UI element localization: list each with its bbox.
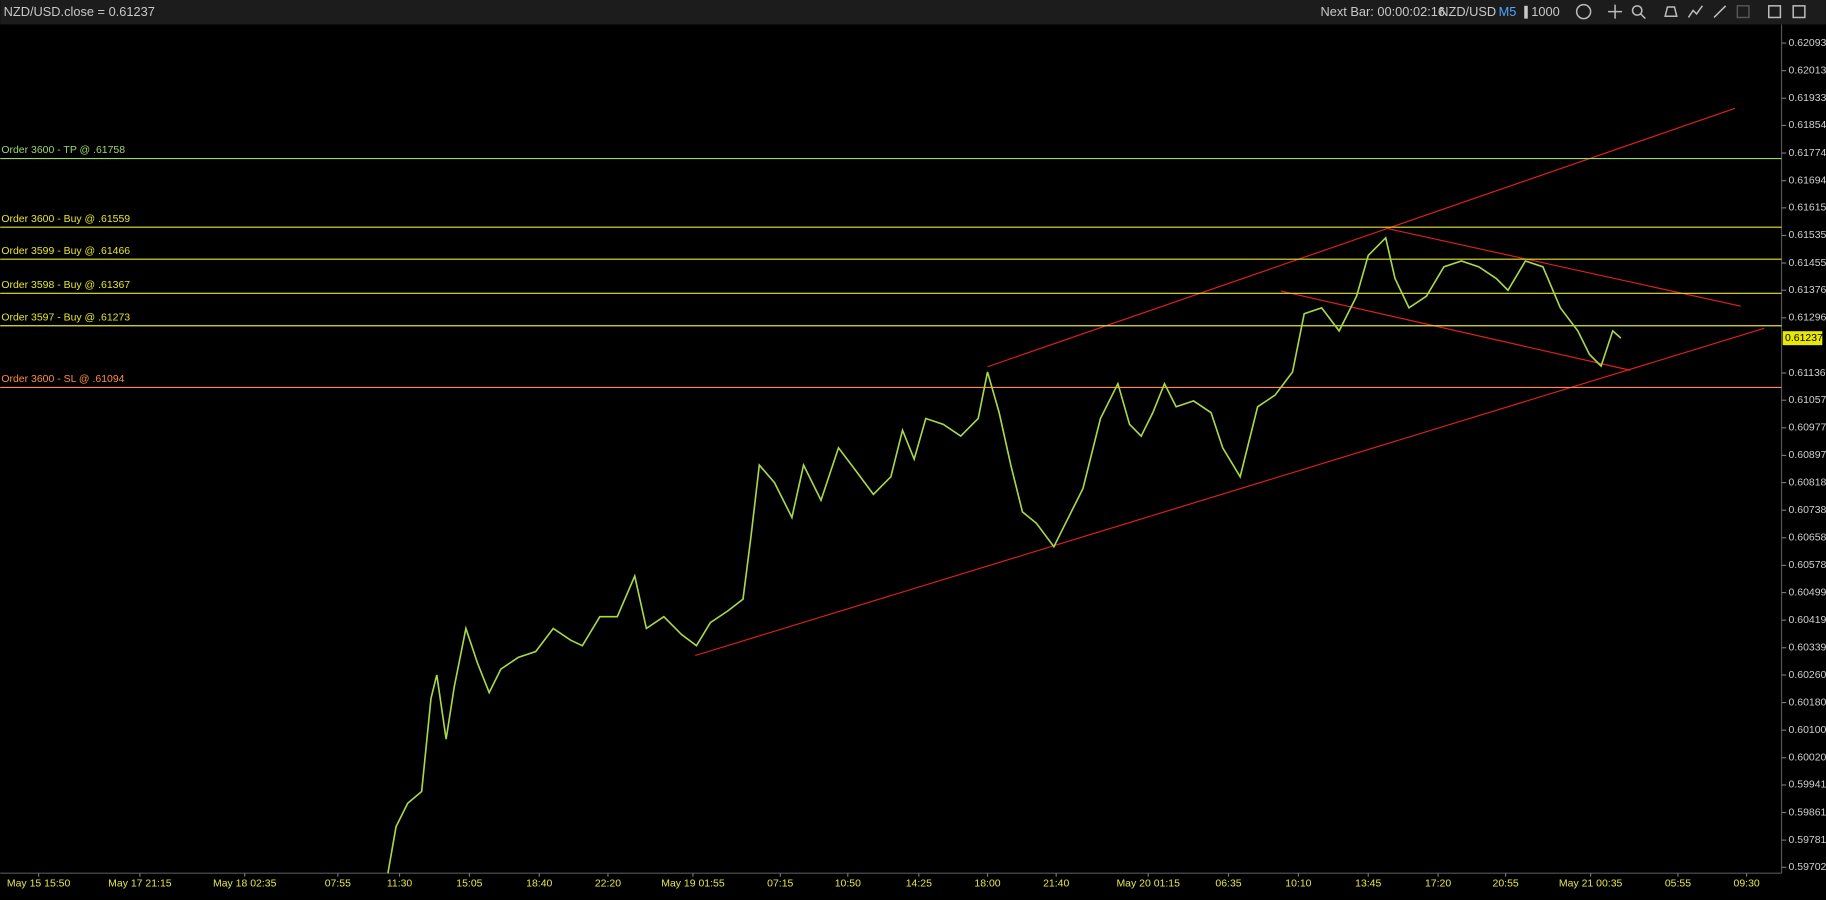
- x-tick-label: May 21 00:35: [1559, 878, 1623, 889]
- order-label: Order 3598 - Buy @ .61367: [1, 280, 130, 291]
- y-tick-label: 0.60419: [1789, 615, 1826, 626]
- y-tick-label: 0.59861: [1789, 807, 1826, 818]
- y-tick-label: 0.59941: [1789, 780, 1826, 791]
- x-tick-label: May 19 01:55: [661, 878, 725, 889]
- y-tick-label: 0.61535: [1789, 230, 1826, 241]
- wedge-lower: [1280, 290, 1631, 371]
- timeframe[interactable]: M5: [1499, 4, 1517, 19]
- y-tick-label: 0.60738: [1789, 505, 1826, 516]
- y-tick-label: 0.61296: [1789, 313, 1826, 324]
- order-label: Order 3597 - Buy @ .61273: [1, 312, 130, 323]
- y-tick-label: 0.61057: [1789, 395, 1826, 406]
- last-price-tag: [1782, 331, 1823, 346]
- x-tick-label: 05:55: [1665, 878, 1691, 889]
- x-tick-label: May 17 21:15: [108, 878, 172, 889]
- panel-icon[interactable]: [1768, 5, 1782, 19]
- next-bar: Next Bar: 00:00:02:16: [1321, 4, 1446, 19]
- toolbar-icons: [1575, 3, 1806, 20]
- y-tick-label: 0.62013: [1789, 65, 1826, 76]
- x-tick-label: 10:50: [835, 878, 861, 889]
- y-tick-label: 0.60499: [1789, 587, 1826, 598]
- chart-title: NZD/USD.close = 0.61237: [4, 4, 155, 19]
- y-tick-label: 0.60339: [1789, 643, 1826, 654]
- y-tick-label: 0.60180: [1789, 697, 1826, 708]
- last-price-label: 0.61237: [1785, 333, 1823, 344]
- y-tick-label: 0.60578: [1789, 560, 1826, 571]
- y-tick-label: 0.60977: [1789, 423, 1826, 434]
- channel-lower: [695, 327, 1765, 657]
- order-label: Order 3600 - Buy @ .61559: [1, 214, 130, 225]
- x-tick-label: May 20 01:15: [1116, 878, 1180, 889]
- order-label: Order 3600 - SL @ .61094: [1, 374, 124, 385]
- y-tick-label: 0.60260: [1789, 670, 1826, 681]
- disabled-icon: [1736, 5, 1750, 19]
- x-tick-label: 22:20: [595, 878, 621, 889]
- x-tick-label: 21:40: [1043, 878, 1069, 889]
- y-tick-label: 0.60658: [1789, 533, 1826, 544]
- y-tick-label: 0.61615: [1789, 203, 1826, 214]
- y-tick-label: 0.61854: [1789, 120, 1826, 131]
- y-tick-label: 0.61933: [1789, 93, 1826, 104]
- y-tick-label: 0.60100: [1789, 725, 1826, 736]
- x-tick-label: 15:05: [456, 878, 482, 889]
- x-tick-label: 10:10: [1285, 878, 1311, 889]
- y-tick-label: 0.61455: [1789, 258, 1826, 269]
- price-line: [387, 236, 1622, 874]
- settings-icon[interactable]: [1792, 5, 1806, 19]
- x-tick-label: 11:30: [387, 878, 413, 889]
- y-tick-label: 0.61694: [1789, 175, 1826, 186]
- x-tick-label: 17:20: [1425, 878, 1451, 889]
- crosshair-icon[interactable]: [1608, 4, 1623, 19]
- zoom-handle: [1640, 13, 1646, 20]
- line-icon[interactable]: [1713, 5, 1727, 18]
- x-tick-label: 07:55: [325, 878, 351, 889]
- symbol[interactable]: NZD/USD: [1439, 4, 1496, 19]
- y-tick-label: 0.60818: [1789, 477, 1826, 488]
- order-label: Order 3599 - Buy @ .61466: [1, 246, 130, 257]
- x-tick-label: May 18 02:35: [213, 878, 277, 889]
- x-tick-label: 18:40: [526, 878, 552, 889]
- x-tick-label: 14:25: [906, 878, 932, 889]
- x-tick-label: 20:55: [1493, 878, 1519, 889]
- y-tick-label: 0.61774: [1789, 148, 1826, 159]
- y-tick-label: 0.60020: [1789, 752, 1826, 763]
- y-tick-label: 0.59781: [1789, 835, 1826, 846]
- x-tick-label: 13:45: [1355, 878, 1381, 889]
- quantity-icon: [1524, 5, 1528, 19]
- quantity[interactable]: 1000: [1531, 4, 1559, 19]
- channel-upper: [987, 107, 1736, 368]
- x-tick-label: 18:00: [974, 878, 1000, 889]
- shape-icon[interactable]: [1664, 6, 1678, 18]
- draw-icon[interactable]: [1687, 5, 1704, 18]
- x-tick-label: 06:35: [1215, 878, 1241, 889]
- order-label: Order 3600 - TP @ .61758: [1, 145, 125, 156]
- y-tick-label: 0.62093: [1789, 38, 1826, 49]
- x-tick-label: 09:30: [1734, 878, 1760, 889]
- y-tick-label: 0.61376: [1789, 285, 1826, 296]
- refresh-icon[interactable]: [1575, 3, 1592, 20]
- y-tick-label: 0.59702: [1789, 862, 1826, 873]
- y-tick-label: 0.60897: [1789, 450, 1826, 461]
- y-tick-label: 0.61136: [1789, 368, 1826, 379]
- toolbar: [0, 0, 1826, 25]
- x-tick-label: May 15 15:50: [7, 878, 71, 889]
- zoom-icon[interactable]: [1631, 5, 1643, 16]
- x-tick-label: 07:15: [767, 878, 793, 889]
